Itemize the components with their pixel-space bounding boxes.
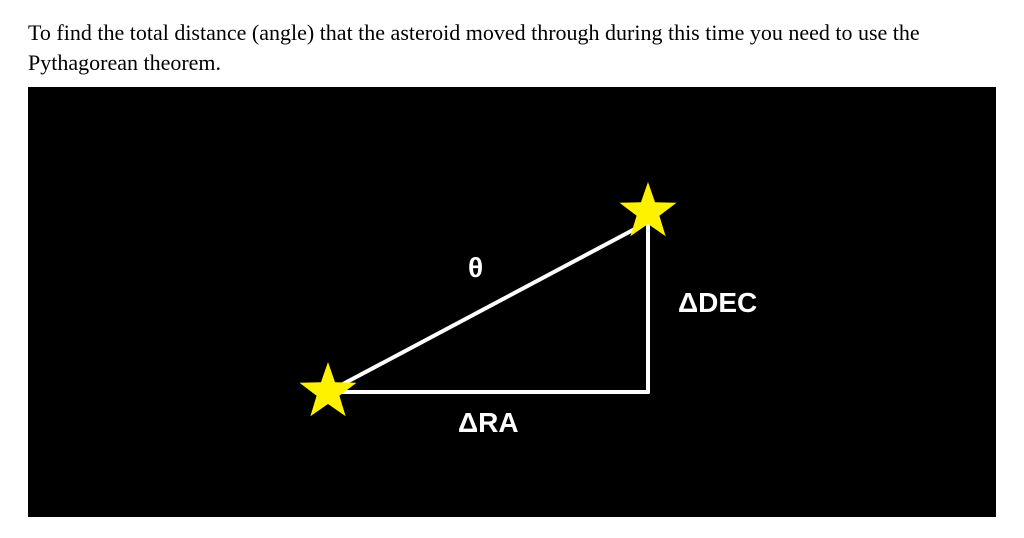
diagram-container: θ ΔDEC ΔRA bbox=[0, 87, 1024, 517]
triangle-lines bbox=[328, 222, 648, 392]
star-markers bbox=[299, 182, 676, 416]
delta-dec-label: ΔDEC bbox=[678, 287, 757, 319]
theta-label: θ bbox=[468, 252, 483, 284]
intro-text: To find the total distance (angle) that … bbox=[0, 0, 1024, 87]
delta-ra-label: ΔRA bbox=[458, 407, 519, 439]
diagram-svg bbox=[28, 87, 996, 517]
pythagorean-diagram: θ ΔDEC ΔRA bbox=[28, 87, 996, 517]
star-start-icon bbox=[299, 362, 356, 416]
